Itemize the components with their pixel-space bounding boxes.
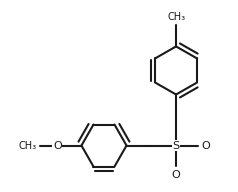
Text: O: O [202,141,210,151]
Text: CH₃: CH₃ [18,141,36,151]
Text: CH₃: CH₃ [167,12,185,22]
Text: O: O [53,141,62,151]
Text: S: S [173,141,180,151]
Text: O: O [172,170,180,180]
